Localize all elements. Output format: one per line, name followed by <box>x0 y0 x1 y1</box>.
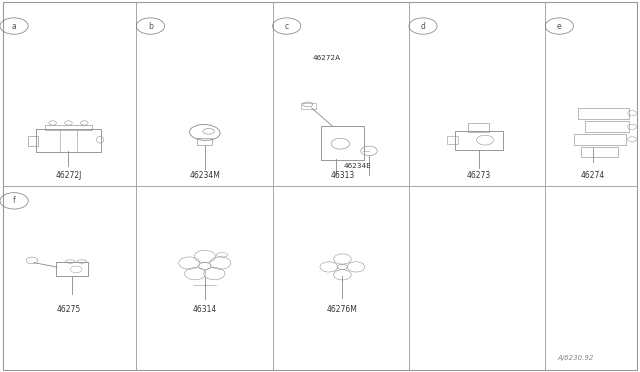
Bar <box>197 138 212 145</box>
Text: b: b <box>148 22 153 31</box>
Bar <box>468 123 490 132</box>
Text: 46313: 46313 <box>330 171 355 180</box>
Text: a: a <box>12 22 17 31</box>
Bar <box>28 136 38 146</box>
Text: 46272J: 46272J <box>55 171 82 180</box>
Text: d: d <box>420 22 426 31</box>
Text: 46276M: 46276M <box>327 305 358 314</box>
Text: 46234M: 46234M <box>189 171 220 180</box>
Bar <box>447 137 458 144</box>
Bar <box>45 125 92 130</box>
Text: 46272A: 46272A <box>312 55 340 61</box>
Text: 46234E: 46234E <box>343 163 371 169</box>
Bar <box>301 103 316 109</box>
Text: 46314: 46314 <box>193 305 217 314</box>
Text: 46275: 46275 <box>56 305 81 314</box>
Text: c: c <box>285 22 289 31</box>
Text: 46274: 46274 <box>580 171 605 180</box>
Text: A/6230.92: A/6230.92 <box>558 355 594 361</box>
Text: 46273: 46273 <box>467 171 491 180</box>
Text: e: e <box>557 22 562 31</box>
Text: f: f <box>13 196 15 205</box>
